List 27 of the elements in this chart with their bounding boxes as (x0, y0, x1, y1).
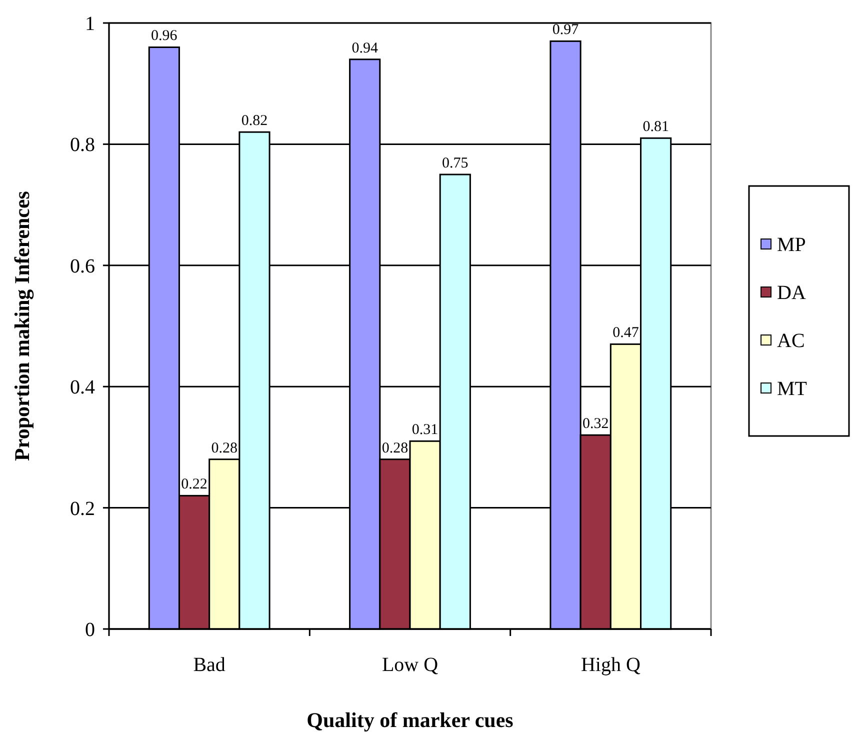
y-tick-label: 0.6 (70, 255, 95, 278)
data-label: 0.47 (612, 325, 640, 342)
data-label: 0.96 (151, 28, 178, 44)
y-tick-label: 0.8 (70, 134, 95, 156)
y-tick-label: 0 (85, 619, 95, 641)
y-tick-label: 0.2 (70, 498, 95, 520)
x-axis-title: Quality of marker cues (306, 708, 514, 732)
data-label: 0.22 (181, 476, 208, 493)
y-axis-title: Proportion making Inferences (10, 191, 34, 461)
y-tick-label: 0.4 (70, 376, 95, 399)
x-tick-label: High Q (580, 654, 641, 676)
legend-label: MP (777, 234, 806, 256)
y-tick-label: 1 (85, 13, 95, 35)
data-label: 0.32 (582, 416, 609, 432)
x-tick-label: Bad (193, 654, 226, 676)
legend-label: AC (777, 330, 805, 352)
legend-label: DA (777, 282, 806, 304)
data-label: 0.75 (442, 156, 468, 172)
data-label: 0.97 (552, 22, 580, 38)
data-label: 0.82 (241, 113, 268, 130)
data-label: 0.28 (211, 440, 238, 456)
legend-label: MT (777, 378, 807, 400)
data-label: 0.94 (352, 40, 378, 56)
data-label: 0.31 (412, 422, 438, 438)
data-label: 0.81 (642, 119, 669, 136)
data-label: 0.28 (382, 440, 408, 456)
x-tick-label: Low Q (382, 654, 439, 676)
